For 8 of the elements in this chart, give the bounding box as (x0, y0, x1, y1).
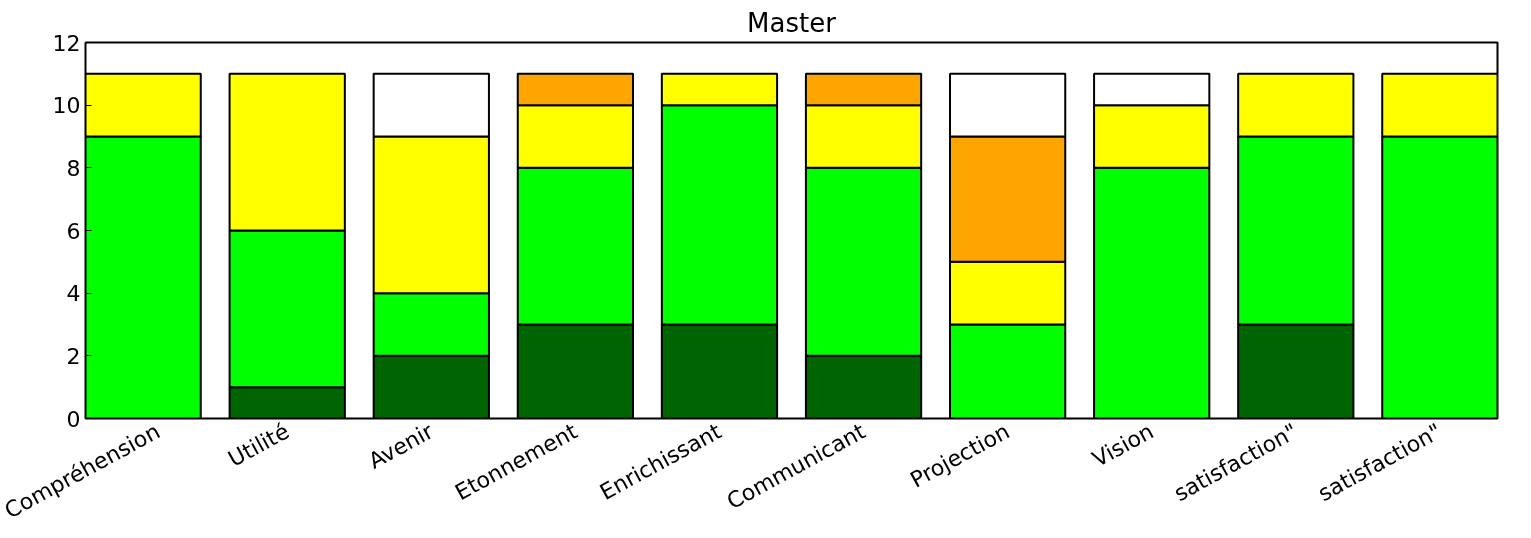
y-tick-label: 0 (66, 406, 81, 432)
y-tick-label: 2 (66, 343, 81, 369)
y-tick-label: 6 (66, 218, 81, 244)
chart-title: Master (747, 7, 837, 38)
y-tick-label: 4 (66, 281, 81, 307)
y-tick-label: 10 (52, 93, 81, 119)
y-tick-label: 12 (52, 30, 81, 56)
y-tick-label: 8 (66, 155, 81, 181)
